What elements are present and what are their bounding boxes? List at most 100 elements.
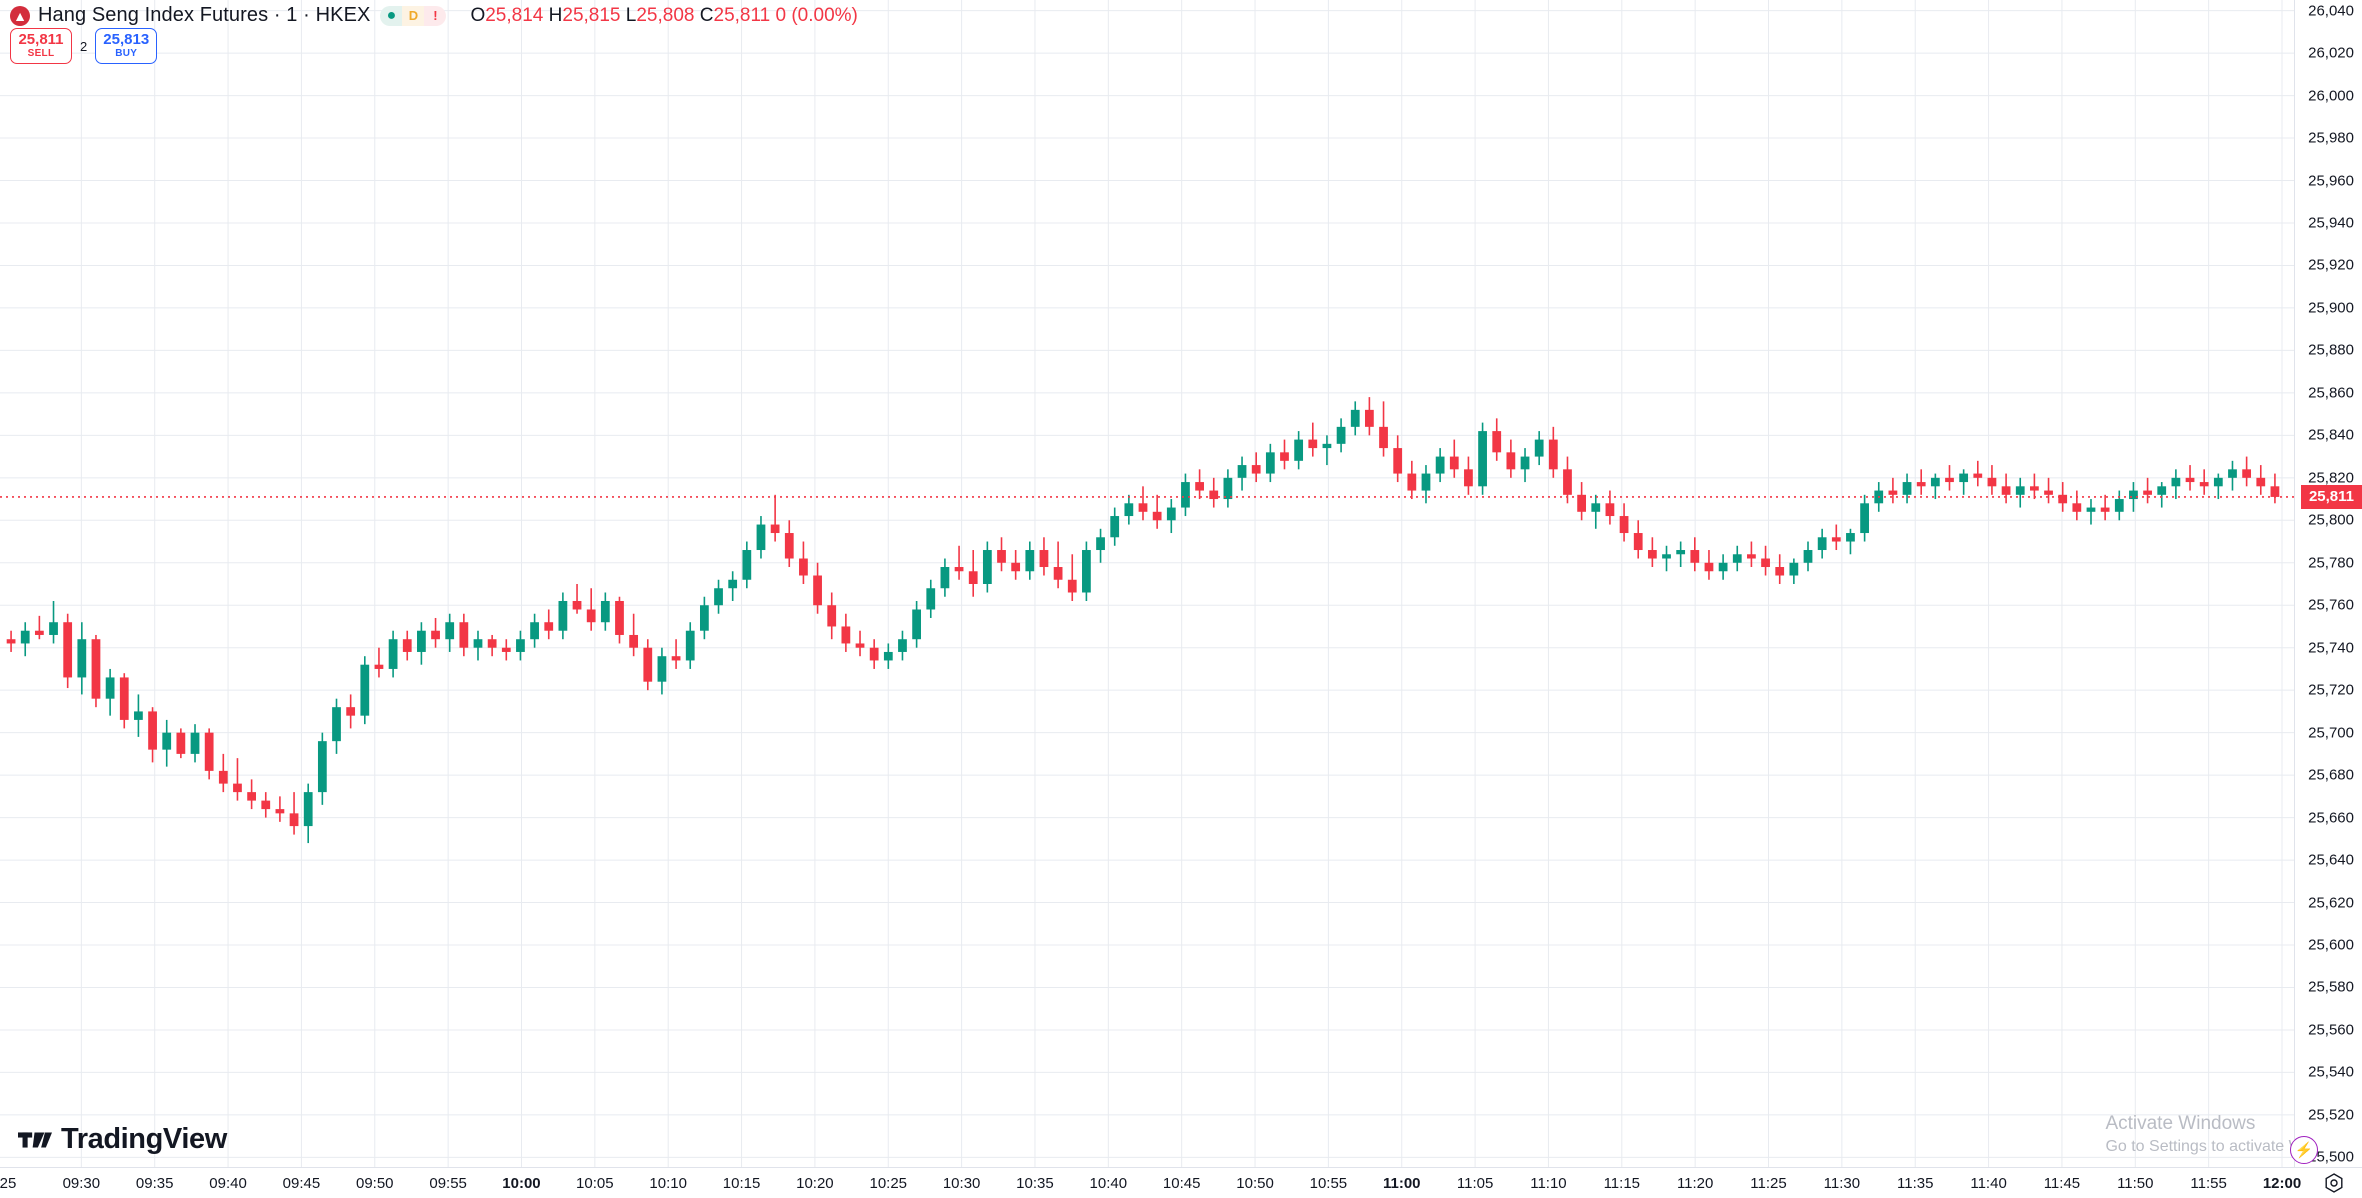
candle-body — [1053, 567, 1063, 580]
symbol-title[interactable]: Hang Seng Index Futures · 1 · HKEX — [38, 4, 371, 26]
time-tick: 11:10 — [1530, 1175, 1567, 1192]
time-tick: 11:35 — [1897, 1175, 1934, 1192]
time-tick: 11:40 — [1970, 1175, 2007, 1192]
price-tick: 26,020 — [2308, 44, 2354, 62]
candle-body — [134, 711, 143, 720]
candle-body — [982, 550, 992, 584]
time-tick: 12:00 — [2262, 1175, 2302, 1192]
candle-body — [841, 626, 851, 644]
candle-body — [1831, 537, 1841, 542]
candle-body — [1633, 533, 1643, 551]
candle-body — [1945, 477, 1954, 483]
tradingview-wordmark: TradingView — [61, 1123, 227, 1155]
candle-body — [1803, 550, 1813, 563]
candle-body — [2242, 469, 2252, 478]
candle-body — [615, 600, 624, 635]
candle-body — [261, 800, 271, 810]
candle-body — [2072, 503, 2082, 512]
candle-body — [162, 732, 172, 750]
time-tick: 11:25 — [1750, 1175, 1787, 1192]
crosshair-target-icon[interactable] — [2322, 1171, 2346, 1195]
candle-body — [2256, 477, 2266, 487]
time-tick: 09:50 — [355, 1175, 394, 1192]
candle-body — [1350, 409, 1360, 427]
buy-button[interactable]: 25,813 BUY — [95, 28, 158, 64]
candle-body — [1959, 473, 1969, 483]
candle-body — [1082, 550, 1091, 593]
candle-body — [1096, 537, 1105, 551]
candle-body — [1237, 465, 1247, 478]
candle-body — [1336, 426, 1346, 444]
candle-body — [629, 634, 639, 648]
price-tick: 25,800 — [2308, 511, 2354, 529]
price-change: 0 (0.00%) — [775, 4, 858, 26]
candle-body — [1492, 431, 1502, 453]
price-tick: 26,000 — [2308, 87, 2354, 105]
time-tick: 10:30 — [942, 1175, 981, 1192]
candle-body — [1817, 537, 1827, 551]
candle-body — [417, 630, 426, 652]
chart-plot-area[interactable] — [0, 0, 2295, 1168]
candle-body — [289, 813, 299, 827]
candle-body — [1166, 507, 1176, 521]
market-status-dot-icon[interactable]: ● — [380, 5, 403, 26]
time-tick: 10:35 — [1016, 1175, 1054, 1192]
candle-body — [2270, 486, 2280, 497]
candle-body — [586, 609, 596, 623]
candle-body — [1393, 448, 1403, 474]
candle-body — [2044, 490, 2053, 495]
alert-badge-icon[interactable]: ! — [424, 5, 447, 26]
time-tick: 11:20 — [1676, 1175, 1714, 1192]
candle-body — [1860, 503, 1869, 534]
candle-body — [1789, 562, 1799, 576]
time-axis[interactable]: 25 09:30 09:35 09:40 09:45 09:50 09:55 10:00 10:… — [0, 1167, 2362, 1198]
candle-body — [671, 656, 681, 661]
candle-body — [332, 707, 341, 742]
price-tick: 26,040 — [2308, 2, 2354, 20]
candle-body — [1676, 550, 1686, 555]
candle-body — [1138, 503, 1148, 512]
candle-body — [516, 639, 525, 652]
time-tick: 10:05 — [576, 1175, 614, 1192]
candle-body — [346, 707, 356, 716]
candle-body — [2114, 499, 2124, 512]
chart-gridlines — [0, 0, 2295, 1168]
time-tick: 09:55 — [429, 1175, 467, 1192]
current-price-badge: 25,811 — [2300, 484, 2362, 509]
candle-body — [1025, 550, 1035, 572]
candle-body — [2100, 507, 2110, 512]
candle-body — [119, 677, 129, 720]
candle-body — [34, 630, 44, 635]
time-tick: 11:30 — [1823, 1175, 1861, 1192]
candle-body — [1364, 409, 1374, 427]
candle-body — [501, 647, 511, 652]
order-quantity[interactable]: 2 — [80, 38, 88, 54]
price-axis[interactable]: 26,040 26,020 26,000 25,980 25,960 25,940 25,9… — [2294, 0, 2362, 1168]
close-value: 25,811 — [713, 4, 771, 26]
candle-body — [1902, 482, 1912, 495]
candle-body — [1251, 465, 1261, 474]
time-tick: 25 — [0, 1175, 17, 1192]
price-tick: 25,660 — [2308, 809, 2354, 827]
candle-body — [20, 630, 30, 644]
candle-body — [445, 622, 455, 640]
candle-body — [1435, 456, 1445, 474]
price-tick: 25,680 — [2308, 766, 2354, 784]
candle-body — [2129, 490, 2138, 500]
candle-body — [600, 600, 610, 623]
candle-body — [1124, 503, 1134, 517]
candle-body — [487, 639, 497, 648]
time-tick: 10:55 — [1309, 1175, 1348, 1192]
candle-body — [1718, 562, 1728, 572]
open-value: 25,814 — [485, 4, 544, 26]
time-tick: 09:40 — [209, 1175, 247, 1192]
sell-button[interactable]: 25,811 SELL — [10, 28, 72, 64]
candle-body — [2228, 469, 2237, 478]
symbol-logo-icon: ▲ — [10, 5, 30, 26]
candle-body — [643, 647, 653, 682]
lightning-bolt-icon[interactable]: ⚡ — [2290, 1136, 2318, 1164]
price-tick: 25,900 — [2308, 299, 2354, 317]
price-tick: 25,860 — [2308, 384, 2354, 402]
price-tick: 25,540 — [2308, 1063, 2354, 1081]
interval-badge[interactable]: D — [402, 5, 425, 26]
